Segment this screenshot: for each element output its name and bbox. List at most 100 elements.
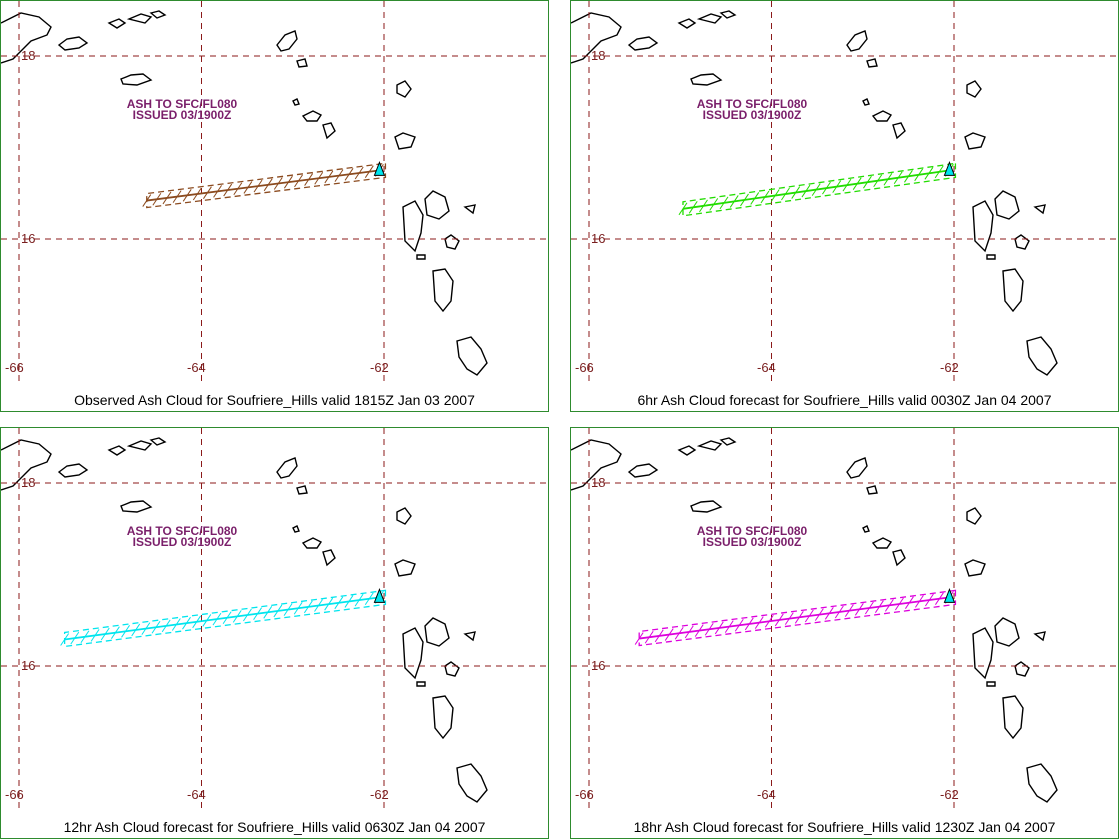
map-panel-18hr: 18 16 -66 -64 -62 ASH TO SFC/FL080 ISSUE… <box>570 427 1119 839</box>
coast-segment <box>892 549 906 567</box>
lat-label-18: 18 <box>21 475 35 490</box>
lon-label-66: -66 <box>5 787 24 802</box>
coast-segment <box>1002 695 1024 740</box>
coast-segment <box>690 500 723 513</box>
lon-label-64: -64 <box>187 787 206 802</box>
lon-label-62: -62 <box>370 360 389 375</box>
coast-segment <box>892 122 906 140</box>
coast-segment <box>456 763 488 803</box>
lon-label-66: -66 <box>5 360 24 375</box>
coast-segment <box>149 437 167 446</box>
lat-label-16: 16 <box>21 658 35 673</box>
coast-segment <box>57 463 89 478</box>
coast-segment <box>292 525 300 533</box>
coast-segment <box>292 98 300 106</box>
lat-lon-grid <box>571 428 1118 813</box>
coast-segment <box>424 190 450 220</box>
coast-segment <box>322 549 336 567</box>
lat-label-18: 18 <box>591 475 605 490</box>
lon-label-64: -64 <box>757 360 776 375</box>
coast-segment <box>627 36 659 51</box>
panel-caption: 6hr Ash Cloud forecast for Soufriere_Hil… <box>637 392 1052 408</box>
ash-cloud <box>60 587 387 648</box>
lat-lon-grid <box>1 428 548 813</box>
coast-segment <box>394 559 416 577</box>
lon-label-62: -62 <box>370 787 389 802</box>
coast-segment <box>846 457 868 479</box>
coast-segment <box>396 80 412 98</box>
coast-segment <box>463 631 476 642</box>
panel-caption: 12hr Ash Cloud forecast for Soufriere_Hi… <box>63 819 486 835</box>
lon-label-66: -66 <box>575 360 594 375</box>
coast-segment <box>866 58 878 68</box>
lat-lon-grid <box>571 1 1118 386</box>
coast-segment <box>862 525 870 533</box>
coastline <box>1 10 488 376</box>
coast-segment <box>871 537 893 549</box>
advisory-line-2: ISSUED 03/1900Z <box>133 108 232 122</box>
coast-segment <box>444 661 460 677</box>
coast-segment <box>463 204 476 215</box>
coast-segment <box>986 681 996 687</box>
coast-segment <box>972 200 994 253</box>
map-panel-observed: 18 16 -66 -64 -62 ASH TO SFC/FL080 ISSUE… <box>0 0 549 412</box>
coast-segment <box>972 627 994 680</box>
coast-segment <box>964 132 986 150</box>
coast-segment <box>866 485 878 495</box>
coast-segment <box>416 681 426 687</box>
advisory-line-1: ASH TO SFC/FL080 <box>127 97 238 111</box>
coast-segment <box>1026 336 1058 376</box>
lat-lon-grid <box>1 1 548 386</box>
coast-segment <box>432 268 454 313</box>
advisory-line-1: ASH TO SFC/FL080 <box>127 524 238 538</box>
coast-segment <box>107 445 127 456</box>
coast-segment <box>432 695 454 740</box>
coast-segment <box>396 507 412 525</box>
coast-segment <box>1014 234 1030 250</box>
lon-label-64: -64 <box>187 360 206 375</box>
coast-segment <box>126 13 153 24</box>
lat-label-18: 18 <box>591 48 605 63</box>
lat-label-16: 16 <box>591 231 605 246</box>
coast-segment <box>677 18 697 29</box>
lon-label-64: -64 <box>757 787 776 802</box>
volcano-icon <box>373 587 386 603</box>
coast-segment <box>1002 268 1024 313</box>
advisory-line-2: ISSUED 03/1900Z <box>703 108 802 122</box>
coast-segment <box>994 190 1020 220</box>
coast-segment <box>126 440 153 451</box>
panel-caption: Observed Ash Cloud for Soufriere_Hills v… <box>74 392 475 408</box>
volcano-icon <box>373 160 386 176</box>
ash-cloud-hatch <box>678 202 688 216</box>
coast-segment <box>322 122 336 140</box>
coast-segment <box>402 200 424 253</box>
lon-label-62: -62 <box>940 787 959 802</box>
lat-label-18: 18 <box>21 48 35 63</box>
coast-segment <box>862 98 870 106</box>
map-canvas: 18 16 -66 -64 -62 ASH TO SFC/FL080 ISSUE… <box>1 1 548 386</box>
coast-segment <box>627 463 659 478</box>
ash-cloud-axis <box>146 169 380 202</box>
volcano-icon <box>943 587 956 603</box>
coast-segment <box>994 617 1020 647</box>
coast-segment <box>1026 763 1058 803</box>
advisory-line-1: ASH TO SFC/FL080 <box>697 97 808 111</box>
lat-label-16: 16 <box>591 658 605 673</box>
map-canvas: 18 16 -66 -64 -62 ASH TO SFC/FL080 ISSUE… <box>571 428 1118 813</box>
coast-segment <box>1014 661 1030 677</box>
ash-cloud-outline <box>146 162 387 209</box>
coast-segment <box>276 30 298 52</box>
lon-label-62: -62 <box>940 360 959 375</box>
coastline <box>571 437 1058 803</box>
coast-segment <box>424 617 450 647</box>
coast-segment <box>719 437 737 446</box>
advisory-line-2: ISSUED 03/1900Z <box>133 535 232 549</box>
coast-segment <box>444 234 460 250</box>
advisory-line-1: ASH TO SFC/FL080 <box>697 524 808 538</box>
coast-segment <box>402 627 424 680</box>
coast-segment <box>677 445 697 456</box>
volcano-icon <box>943 160 956 176</box>
coast-segment <box>966 507 982 525</box>
lat-label-16: 16 <box>21 231 35 246</box>
ash-cloud <box>142 160 387 209</box>
